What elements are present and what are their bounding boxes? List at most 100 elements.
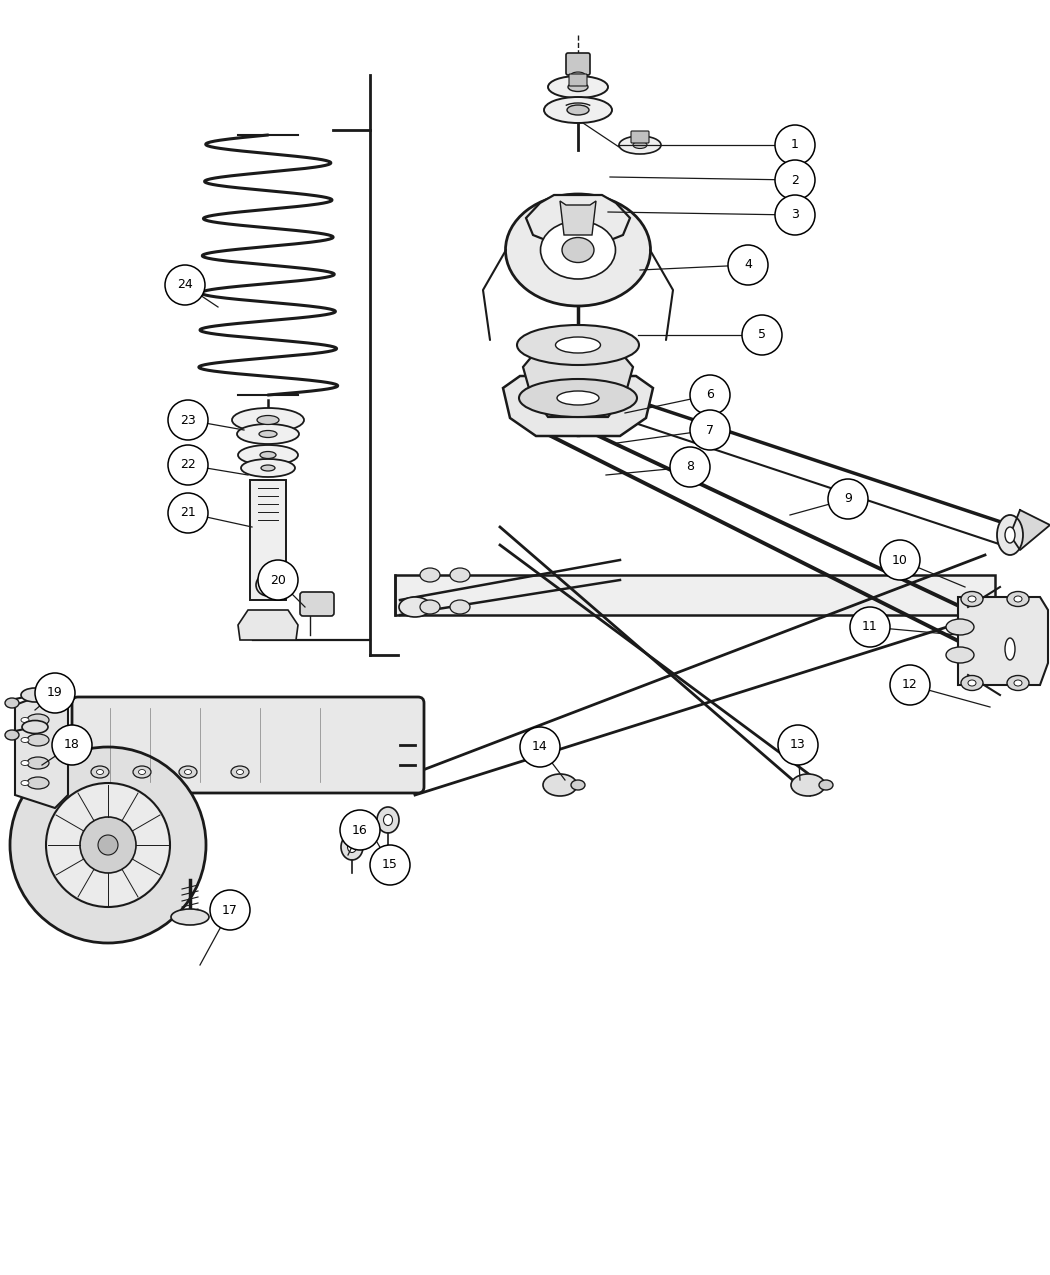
Ellipse shape <box>5 697 19 708</box>
Circle shape <box>35 673 75 713</box>
Circle shape <box>168 445 208 484</box>
Ellipse shape <box>1007 676 1029 691</box>
Ellipse shape <box>348 842 357 853</box>
Ellipse shape <box>946 646 974 663</box>
Ellipse shape <box>236 770 244 774</box>
Ellipse shape <box>1005 527 1015 543</box>
Ellipse shape <box>21 718 29 723</box>
Ellipse shape <box>556 391 598 405</box>
Ellipse shape <box>571 780 585 790</box>
Text: 4: 4 <box>744 259 752 272</box>
Text: 2: 2 <box>791 173 799 186</box>
Ellipse shape <box>97 770 104 774</box>
Ellipse shape <box>133 766 151 778</box>
Polygon shape <box>523 349 633 417</box>
Circle shape <box>742 315 782 354</box>
FancyBboxPatch shape <box>631 131 649 143</box>
Text: 5: 5 <box>758 329 766 342</box>
FancyBboxPatch shape <box>566 54 590 75</box>
Circle shape <box>210 890 250 929</box>
Ellipse shape <box>450 601 470 615</box>
Text: 11: 11 <box>862 621 878 634</box>
Ellipse shape <box>420 567 440 581</box>
Ellipse shape <box>232 408 304 432</box>
Ellipse shape <box>383 815 393 825</box>
Circle shape <box>690 375 730 414</box>
Text: 3: 3 <box>791 209 799 222</box>
Circle shape <box>775 195 815 235</box>
Circle shape <box>168 400 208 440</box>
Text: 20: 20 <box>270 574 286 586</box>
Ellipse shape <box>259 431 277 437</box>
Text: 18: 18 <box>64 738 80 751</box>
Ellipse shape <box>420 601 440 615</box>
Circle shape <box>775 159 815 200</box>
Text: 22: 22 <box>181 459 196 472</box>
Ellipse shape <box>22 720 48 733</box>
Circle shape <box>850 607 890 646</box>
Ellipse shape <box>27 757 49 769</box>
Ellipse shape <box>998 515 1023 555</box>
Ellipse shape <box>543 774 578 796</box>
Ellipse shape <box>819 780 833 790</box>
Circle shape <box>690 411 730 450</box>
Circle shape <box>370 845 410 885</box>
Polygon shape <box>238 609 298 640</box>
Ellipse shape <box>450 567 470 581</box>
Ellipse shape <box>242 459 295 477</box>
Polygon shape <box>1010 510 1050 550</box>
FancyBboxPatch shape <box>300 592 334 616</box>
Text: 7: 7 <box>706 423 714 436</box>
Ellipse shape <box>555 337 601 353</box>
Ellipse shape <box>27 734 49 746</box>
Circle shape <box>165 265 205 305</box>
Text: 9: 9 <box>844 492 852 505</box>
Bar <box>395 575 995 615</box>
Circle shape <box>168 493 208 533</box>
Ellipse shape <box>231 766 249 778</box>
Text: 19: 19 <box>47 686 63 700</box>
Ellipse shape <box>961 592 983 607</box>
Ellipse shape <box>27 714 49 725</box>
Polygon shape <box>15 690 68 808</box>
Text: 6: 6 <box>706 389 714 402</box>
Ellipse shape <box>571 71 585 78</box>
Text: 21: 21 <box>181 506 196 519</box>
Circle shape <box>520 727 560 768</box>
Ellipse shape <box>562 237 594 263</box>
Ellipse shape <box>568 83 588 92</box>
Ellipse shape <box>1007 592 1029 607</box>
Ellipse shape <box>505 194 651 306</box>
Circle shape <box>258 560 298 601</box>
Ellipse shape <box>341 834 363 861</box>
Circle shape <box>52 725 92 765</box>
Ellipse shape <box>544 97 612 122</box>
Ellipse shape <box>633 142 647 148</box>
Ellipse shape <box>946 618 974 635</box>
Ellipse shape <box>237 425 299 444</box>
Ellipse shape <box>256 574 280 595</box>
Circle shape <box>80 817 136 873</box>
Text: 1: 1 <box>791 139 799 152</box>
FancyBboxPatch shape <box>72 697 424 793</box>
Ellipse shape <box>377 807 399 833</box>
Ellipse shape <box>185 770 191 774</box>
Text: 17: 17 <box>222 904 238 917</box>
Ellipse shape <box>21 780 29 785</box>
Circle shape <box>728 245 768 286</box>
Ellipse shape <box>178 766 197 778</box>
Circle shape <box>880 541 920 580</box>
Ellipse shape <box>171 909 209 924</box>
Ellipse shape <box>399 597 430 617</box>
Ellipse shape <box>260 451 276 459</box>
Text: 13: 13 <box>790 738 806 751</box>
Ellipse shape <box>257 416 279 425</box>
Ellipse shape <box>968 595 976 602</box>
Ellipse shape <box>238 445 298 465</box>
Circle shape <box>340 810 380 850</box>
Ellipse shape <box>91 766 109 778</box>
Polygon shape <box>958 597 1048 685</box>
Text: 10: 10 <box>892 553 908 566</box>
FancyBboxPatch shape <box>569 74 587 85</box>
Ellipse shape <box>261 465 275 470</box>
